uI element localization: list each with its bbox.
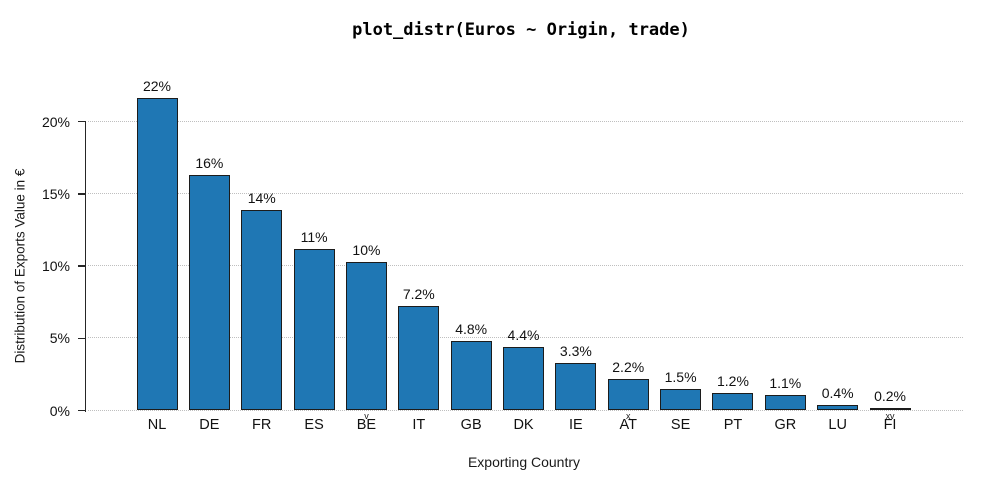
y-tick-20% (78, 120, 86, 123)
bar-be (345, 261, 387, 411)
category-label-pt: PT (723, 417, 743, 433)
y-axis-line (84, 121, 86, 412)
y-tick-label-0%: 0% (49, 402, 70, 419)
chart-title: plot_distr(Euros ~ Origin, trade) (352, 20, 690, 40)
bar-value-label-fr: 14% (247, 189, 276, 206)
y-tick-label-20%: 20% (41, 113, 70, 130)
category-label-fr: FR (252, 417, 272, 433)
bar-value-label-gr: 1.1% (769, 374, 802, 391)
bar-value-label-be: 10% (352, 241, 381, 258)
bar-de (188, 174, 230, 411)
bar-gb (450, 341, 492, 411)
bar-gr (764, 394, 806, 411)
bar-fr (241, 209, 283, 411)
category-mark-fi: xv (885, 411, 895, 421)
bar-value-label-se: 1.5% (664, 368, 697, 385)
category-label-lu: LU (828, 417, 847, 433)
category-label-se: SE (670, 417, 691, 433)
gridline-10% (88, 265, 963, 266)
gridline-5% (88, 337, 963, 339)
y-tick-label-5%: 5% (49, 330, 70, 347)
category-label-nl: NL (147, 417, 167, 433)
category-label-at: AT (619, 417, 637, 433)
y-tick-10% (78, 265, 86, 267)
y-tick-0% (78, 409, 86, 412)
bar-value-label-at: 2.2% (612, 358, 645, 375)
y-tick-label-15%: 15% (41, 185, 70, 202)
bar-fi (869, 407, 911, 411)
bar-dk (503, 346, 545, 411)
bar-value-label-fi: 0.2% (874, 387, 906, 404)
bar-value-label-de: 16% (195, 154, 224, 171)
category-label-fi: FI (883, 417, 897, 433)
category-label-ie: IE (569, 417, 583, 433)
category-label-be: BE (356, 417, 377, 433)
bar-ie (555, 362, 597, 411)
category-label-es: ES (304, 417, 324, 433)
bar-it (398, 306, 440, 411)
bar-value-label-pt: 1.2% (716, 373, 749, 390)
x-axis-label: Exporting Country (467, 454, 581, 470)
category-label-de: DE (199, 417, 220, 433)
bar-value-label-gb: 4.8% (455, 321, 488, 338)
bar-value-label-it: 7.2% (402, 286, 435, 303)
y-tick-15% (78, 193, 86, 195)
bar-lu (817, 404, 859, 411)
bar-es (293, 248, 335, 411)
y-tick-5% (78, 337, 86, 339)
bar-value-label-lu: 0.4% (821, 384, 854, 401)
bar-value-label-ie: 3.3% (559, 342, 592, 359)
bar-pt (712, 393, 754, 411)
bar-value-label-es: 11% (300, 228, 328, 245)
y-tick-label-10%: 10% (41, 258, 70, 274)
bar-value-label-nl: 22% (142, 78, 172, 95)
category-label-it: IT (412, 417, 426, 433)
category-label-gb: GB (460, 417, 482, 433)
category-mark-at: x (625, 411, 631, 421)
bar-value-label-dk: 4.4% (507, 326, 540, 343)
category-label-dk: DK (513, 417, 534, 433)
category-mark-be: v (364, 411, 369, 421)
gridline-20% (88, 120, 963, 122)
gridline-15% (88, 192, 963, 194)
bar-at (607, 378, 649, 411)
bar-se (660, 388, 702, 411)
bar-nl (136, 98, 178, 411)
category-label-gr: GR (774, 417, 797, 433)
